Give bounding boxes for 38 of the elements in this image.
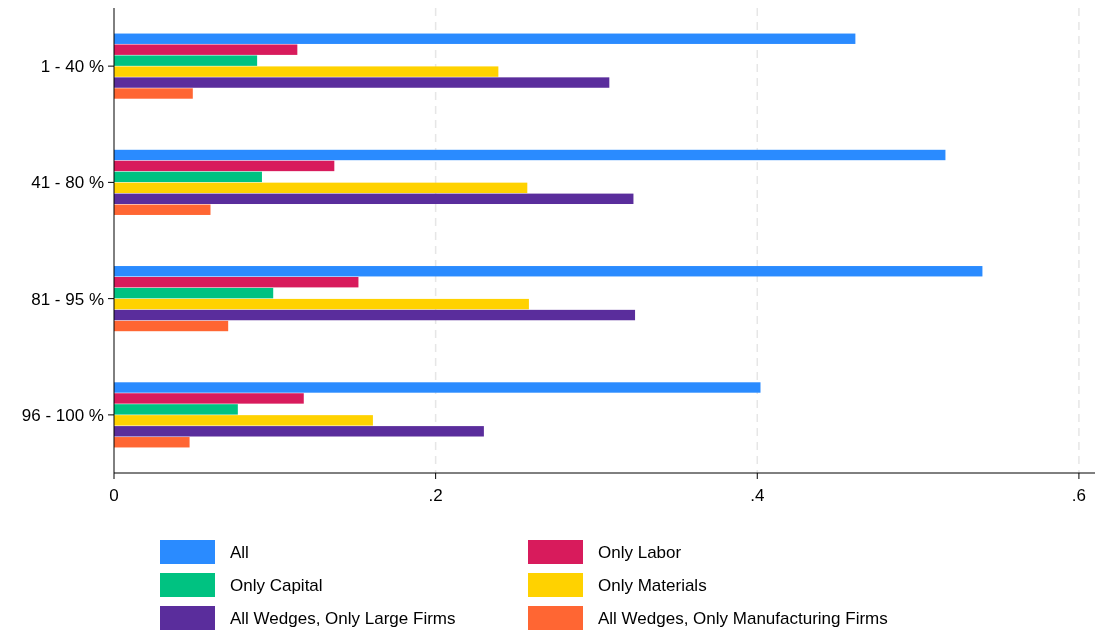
bar	[114, 204, 211, 215]
bar	[114, 393, 304, 404]
bar	[114, 382, 761, 393]
bar	[114, 66, 499, 77]
bar	[114, 276, 359, 288]
legend-label: All	[230, 543, 249, 562]
bar	[114, 77, 610, 88]
bar	[114, 309, 636, 321]
bar	[114, 320, 229, 332]
legend-label: Only Labor	[598, 543, 682, 562]
bar	[114, 55, 258, 66]
bar	[114, 404, 238, 415]
bar	[114, 426, 484, 437]
bar	[114, 88, 193, 99]
bar	[114, 437, 190, 448]
y-tick-label: 96 - 100 %	[21, 405, 104, 425]
bar	[114, 415, 373, 426]
bar	[114, 266, 983, 277]
bar	[114, 193, 634, 205]
x-tick-label: 0	[109, 486, 119, 505]
y-tick-label: 41 - 80 %	[31, 173, 104, 193]
x-tick-label: .4	[750, 486, 765, 505]
x-tick-label: .6	[1071, 486, 1087, 505]
bar	[114, 182, 528, 194]
y-tick-label: 81 - 95 %	[31, 289, 104, 309]
bar	[114, 44, 298, 55]
bar	[114, 160, 335, 172]
y-tick-label: 1 - 40 %	[40, 57, 104, 77]
legend-label: All Wedges, Only Manufacturing Firms	[598, 609, 888, 628]
bar	[114, 149, 946, 161]
bar	[114, 287, 274, 299]
legend-label: Only Capital	[230, 576, 323, 595]
x-tick-label: .2	[428, 486, 443, 505]
bar	[114, 298, 529, 310]
legend-label: All Wedges, Only Large Firms	[230, 609, 456, 628]
bar	[114, 171, 262, 183]
legend-label: Only Materials	[598, 576, 707, 595]
bar	[114, 33, 856, 44]
